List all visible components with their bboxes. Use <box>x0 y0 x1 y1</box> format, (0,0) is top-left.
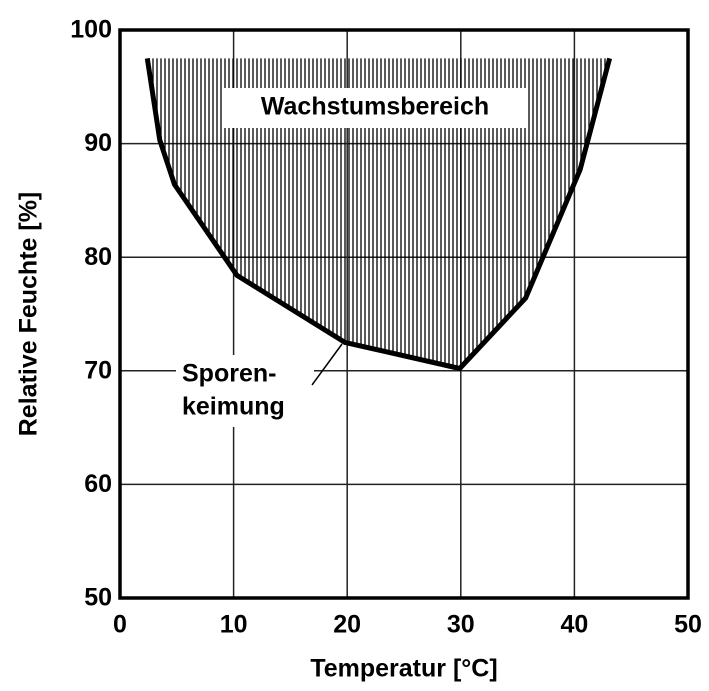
y-tick-label: 80 <box>84 243 112 271</box>
annotation: Sporen- <box>182 360 276 388</box>
x-tick-label: 20 <box>333 611 361 639</box>
x-tick-label: 40 <box>560 611 588 639</box>
x-tick-label: 30 <box>447 611 475 639</box>
y-tick-label: 70 <box>84 356 112 384</box>
annotation: Wachstumsbereich <box>261 93 489 121</box>
x-tick-label: 10 <box>220 611 248 639</box>
x-axis-label: Temperatur [°C] <box>310 655 497 683</box>
annotation-bg <box>176 355 314 427</box>
plot-frame <box>118 28 690 600</box>
y-axis-label: Relative Feuchte [%] <box>15 192 43 437</box>
line <box>144 57 613 371</box>
y-tick-label: 50 <box>84 584 112 612</box>
annotation-bg <box>224 88 526 128</box>
annotation: keimung <box>182 393 285 421</box>
x-tick-label: 0 <box>113 611 127 639</box>
y-tick-label: 90 <box>84 129 112 157</box>
leader-line <box>311 343 343 386</box>
x-tick-label: 50 <box>674 611 702 639</box>
y-tick-label: 100 <box>70 16 112 44</box>
y-tick-label: 60 <box>84 470 112 498</box>
